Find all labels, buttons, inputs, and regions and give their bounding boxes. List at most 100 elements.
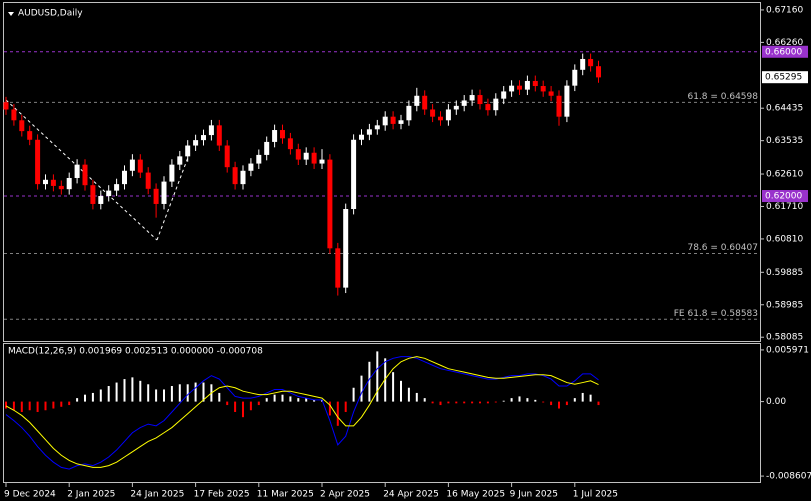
candle-body <box>580 58 586 70</box>
candle-body <box>382 116 388 126</box>
candle-body <box>129 159 135 171</box>
candle-body <box>185 145 191 157</box>
candle-body <box>548 91 554 96</box>
candle-body <box>137 159 143 173</box>
candle-body <box>248 163 254 171</box>
candle-body <box>319 159 325 164</box>
candle-body <box>556 95 562 117</box>
candle-body <box>445 109 451 121</box>
y-tick-label: 0.66260 <box>766 38 803 48</box>
chart-title: AUDUSD,Daily <box>18 9 83 19</box>
candle-body <box>240 170 246 185</box>
candle-body <box>469 95 475 101</box>
candle-body <box>224 145 230 168</box>
candle-body <box>390 116 396 124</box>
candle-body <box>311 152 317 164</box>
candle-body <box>280 130 285 139</box>
x-tick-label: 24 Apr 2025 <box>383 490 439 500</box>
candle-body <box>366 129 372 135</box>
candle-body <box>153 188 159 204</box>
candle-body <box>169 164 175 182</box>
candle-body <box>303 152 309 160</box>
level-label: 61.8 = 0.64598 <box>687 92 758 102</box>
candle-body <box>19 120 25 132</box>
candle-body <box>572 69 578 86</box>
x-tick-label: 16 May 2025 <box>446 490 505 500</box>
level-label: 0.62000 <box>765 192 802 202</box>
candle-body <box>161 181 167 204</box>
candle-body <box>414 95 420 106</box>
fib-lines <box>5 99 191 241</box>
candle-body <box>343 209 349 288</box>
candle-body <box>272 130 278 142</box>
candle-body <box>351 139 357 210</box>
macd-line <box>5 356 599 468</box>
candle-body <box>430 109 436 117</box>
candle-body <box>82 164 88 186</box>
x-tick-label: 9 Jun 2025 <box>510 490 558 500</box>
candle-body <box>287 138 293 150</box>
candle-body <box>398 120 404 124</box>
candle-body <box>208 125 214 136</box>
candle-body <box>35 139 41 185</box>
macd-panel <box>3 343 761 483</box>
candle-body <box>509 85 515 92</box>
y-tick-label: 0.59885 <box>766 268 803 278</box>
last-price-label: 0.65295 <box>765 73 802 83</box>
candle-body <box>3 102 9 110</box>
candle-body <box>532 80 538 87</box>
x-tick-label: 1 Jul 2025 <box>573 490 618 500</box>
candle-body <box>114 184 120 191</box>
candle-body <box>74 164 80 178</box>
candle-body <box>66 177 72 190</box>
candle-body <box>58 185 64 190</box>
y-tick-label: 0.62610 <box>766 170 803 180</box>
candle-body <box>106 190 112 197</box>
y-tick-label: 0.61710 <box>766 202 803 212</box>
candle-body <box>327 159 333 249</box>
candle-body <box>122 170 127 185</box>
level-tag <box>762 190 808 203</box>
candle-body <box>501 91 507 99</box>
y-tick-label: 0.005971 <box>766 345 809 355</box>
candle-body <box>517 85 522 90</box>
candle-body <box>295 149 301 160</box>
candle-body <box>540 86 546 92</box>
candle-body <box>453 105 459 110</box>
x-tick-label: 11 Mar 2025 <box>257 490 314 500</box>
y-tick-label: 0.58085 <box>766 333 803 343</box>
candle-body <box>232 167 238 185</box>
candle-body <box>422 95 428 110</box>
y-tick-label: 0.67160 <box>766 5 803 15</box>
y-tick-label: 0.63535 <box>766 136 803 146</box>
x-tick-label: 2 Jan 2025 <box>67 490 115 500</box>
candle-body <box>145 172 151 189</box>
candle-body <box>98 196 104 204</box>
level-tag <box>762 45 808 58</box>
candle-body <box>50 179 56 186</box>
y-tick-label: 0.00 <box>766 397 786 407</box>
macd-line <box>5 356 599 470</box>
candle-body <box>27 131 33 140</box>
y-tick-label: 0.60810 <box>766 234 803 244</box>
y-tick-label: 0.58985 <box>766 300 803 310</box>
macd-title: MACD(12,26,9) 0.001969 0.002513 0.000000… <box>8 347 263 357</box>
candle-body <box>177 156 183 165</box>
candle-body <box>524 80 530 90</box>
last-price-tag <box>762 71 808 84</box>
candle-body <box>90 185 96 204</box>
candle-body <box>359 134 364 140</box>
candle-body <box>406 105 412 121</box>
candle-body <box>461 100 467 106</box>
candle-body <box>335 248 341 288</box>
candle-body <box>564 85 570 117</box>
x-tick-label: 17 Feb 2025 <box>194 490 250 500</box>
candle-body <box>264 141 270 155</box>
menu-arrow[interactable] <box>8 12 14 16</box>
candle-body <box>596 66 601 78</box>
x-tick-label: 24 Jan 2025 <box>130 490 184 500</box>
x-tick-label: 9 Dec 2024 <box>4 490 56 500</box>
candle-body <box>493 98 499 111</box>
candle-body <box>43 179 48 185</box>
